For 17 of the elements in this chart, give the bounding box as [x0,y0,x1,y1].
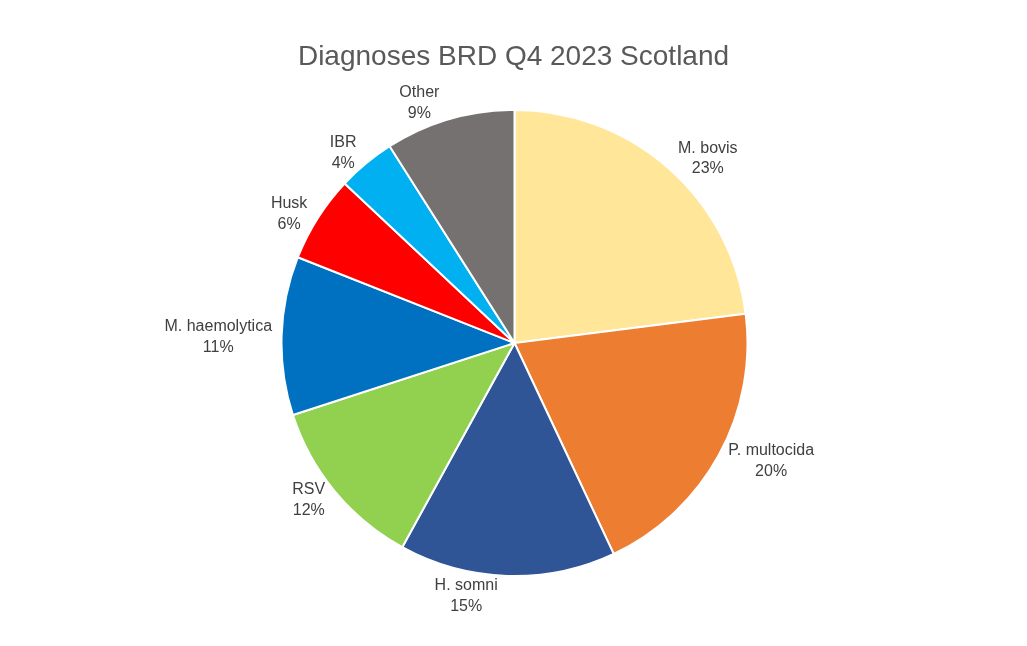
chart-title: Diagnoses BRD Q4 2023 Scotland [297,39,730,71]
data-label: 6% [277,214,301,232]
data-label: 20% [755,461,788,479]
slice-label: M. haemolytica [164,316,273,334]
slice-label: Other [399,82,441,100]
data-label: 11% [202,337,234,355]
data-label: 15% [450,596,483,614]
slice-label: P. multocida [728,440,815,458]
slice-label: RSV [292,480,326,498]
slice-label: H. somni [434,575,498,593]
data-label: 9% [407,103,431,121]
slice-label: M. bovis [678,138,738,156]
data-label: 23% [691,159,724,177]
slice-label: Husk [270,193,309,211]
slice-label: IBR [329,133,357,151]
data-label: 12% [292,501,325,519]
data-label: 4% [331,154,355,172]
